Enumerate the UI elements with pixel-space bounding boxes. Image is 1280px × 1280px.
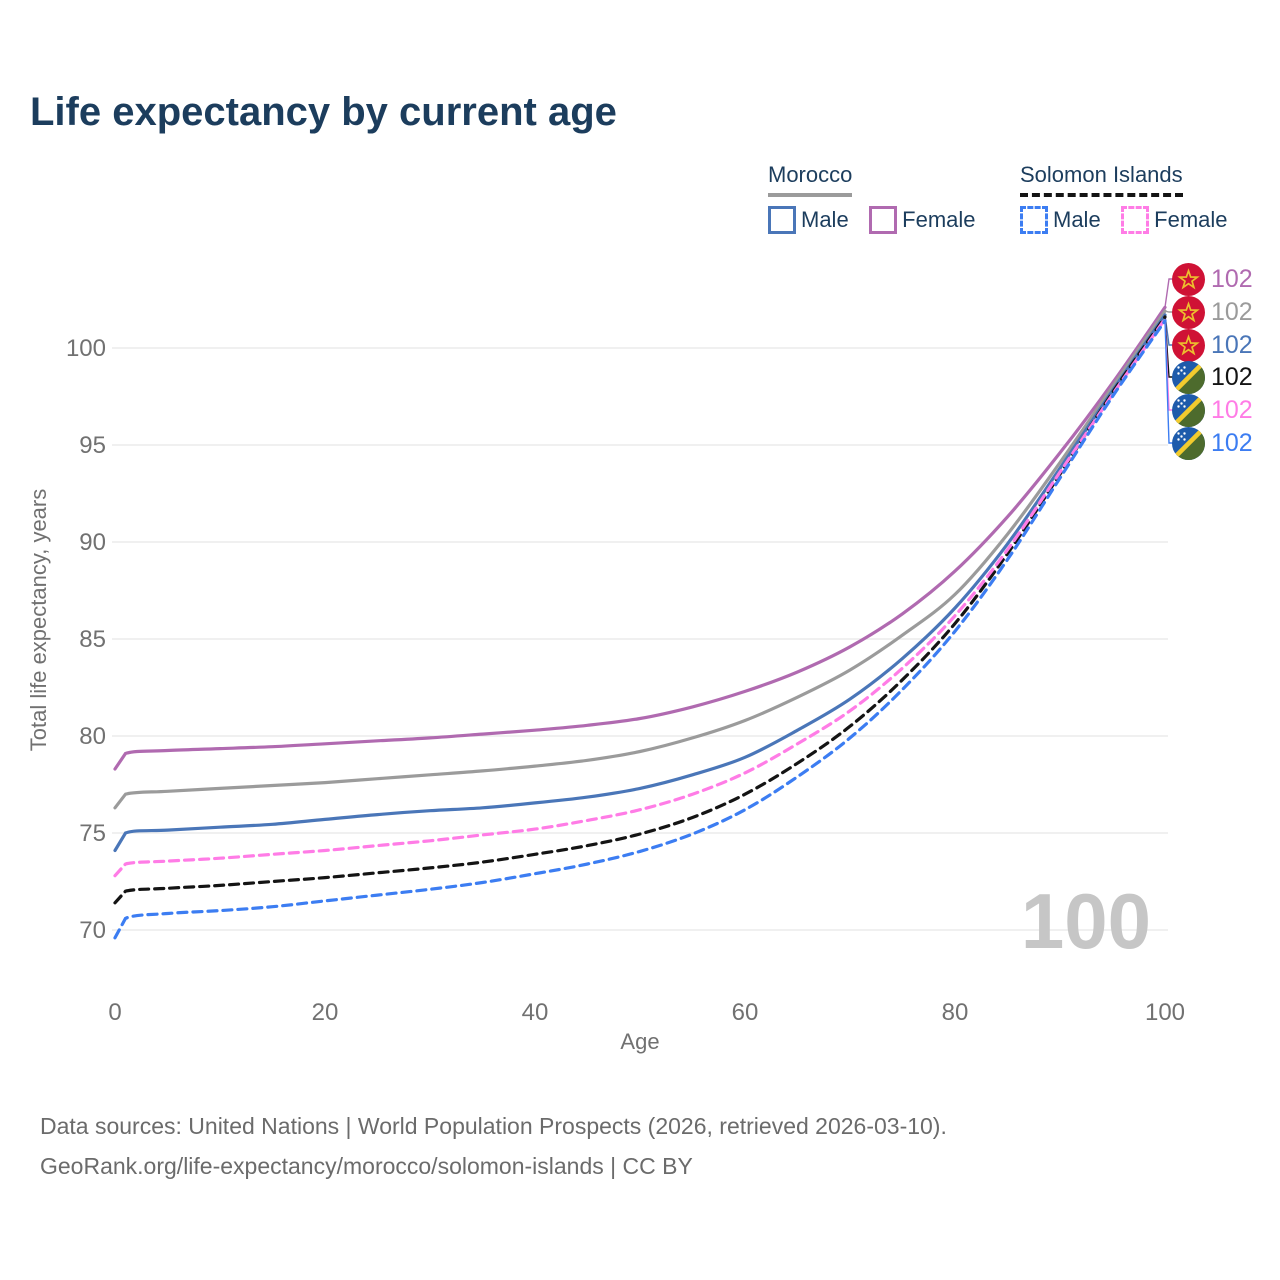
- footer-url-line: GeoRank.org/life-expectancy/morocco/solo…: [40, 1153, 693, 1179]
- legend-item-morocco-male[interactable]: Male: [768, 206, 849, 234]
- series-line-morocco-total[interactable]: [113, 309, 1167, 810]
- y-axis-title: Total life expectancy, years: [26, 489, 51, 752]
- series-line-morocco-male[interactable]: [113, 313, 1167, 853]
- legend-swatch-solomon-female: [1121, 206, 1150, 234]
- series-line-solomon-male[interactable]: [113, 319, 1167, 940]
- legend-swatch-morocco-male: [768, 206, 796, 234]
- footer-source-line: Data sources: United Nations | World Pop…: [40, 1113, 947, 1139]
- connector-morocco-female: [1164, 278, 1177, 308]
- legend-items-morocco: Male Female: [768, 206, 992, 234]
- legend-label-morocco-male: Male: [801, 207, 849, 232]
- series-line-morocco-female[interactable]: [113, 305, 1167, 771]
- current-age-watermark: 100: [1021, 877, 1151, 965]
- grid-layer: 70 75 80 85 90 95 100 0 20 40 60 80 100: [66, 335, 1185, 1026]
- x-axis-title: Age: [620, 1029, 659, 1054]
- legend-group-morocco: Morocco Male Female: [768, 162, 992, 234]
- legend: Morocco Male Female Solomon Islands Male…: [0, 162, 1280, 242]
- x-tick-label-100: 100: [1145, 999, 1185, 1026]
- y-tick-label-85: 85: [79, 626, 106, 653]
- y-tick-label-70: 70: [79, 917, 106, 944]
- legend-item-morocco-female[interactable]: Female: [869, 206, 976, 234]
- x-tick-label-20: 20: [312, 999, 339, 1026]
- legend-group-title-morocco[interactable]: Morocco: [768, 162, 853, 197]
- x-tick-label-0: 0: [108, 999, 121, 1026]
- legend-group-title-solomon-islands[interactable]: Solomon Islands: [1020, 162, 1183, 197]
- footer: Data sources: United Nations | World Pop…: [40, 1106, 947, 1186]
- y-tick-label-80: 80: [79, 723, 106, 750]
- chart-title: Life expectancy by current age: [30, 90, 617, 134]
- y-tick-label-90: 90: [79, 529, 106, 556]
- y-tick-label-95: 95: [79, 432, 106, 459]
- x-tick-label-40: 40: [522, 999, 549, 1026]
- legend-item-solomon-male[interactable]: Male: [1020, 206, 1101, 234]
- legend-items-solomon-islands: Male Female: [1020, 206, 1244, 234]
- connector-morocco-total: [1164, 310, 1177, 313]
- legend-label-solomon-male: Male: [1053, 207, 1101, 232]
- legend-label-morocco-female: Female: [902, 207, 976, 232]
- series-line-solomon-female[interactable]: [113, 317, 1167, 878]
- legend-group-solomon-islands: Solomon Islands Male Female: [1020, 162, 1244, 234]
- series-line-solomon-total[interactable]: [113, 315, 1167, 905]
- y-tick-label-75: 75: [79, 820, 106, 847]
- x-tick-label-60: 60: [732, 999, 759, 1026]
- legend-label-solomon-female: Female: [1154, 207, 1228, 232]
- series-layer: [113, 278, 1177, 940]
- legend-swatch-morocco-female: [869, 206, 898, 234]
- y-tick-label-100: 100: [66, 335, 106, 362]
- legend-item-solomon-female[interactable]: Female: [1121, 206, 1228, 234]
- x-tick-label-80: 80: [942, 999, 969, 1026]
- legend-swatch-solomon-male: [1020, 206, 1048, 234]
